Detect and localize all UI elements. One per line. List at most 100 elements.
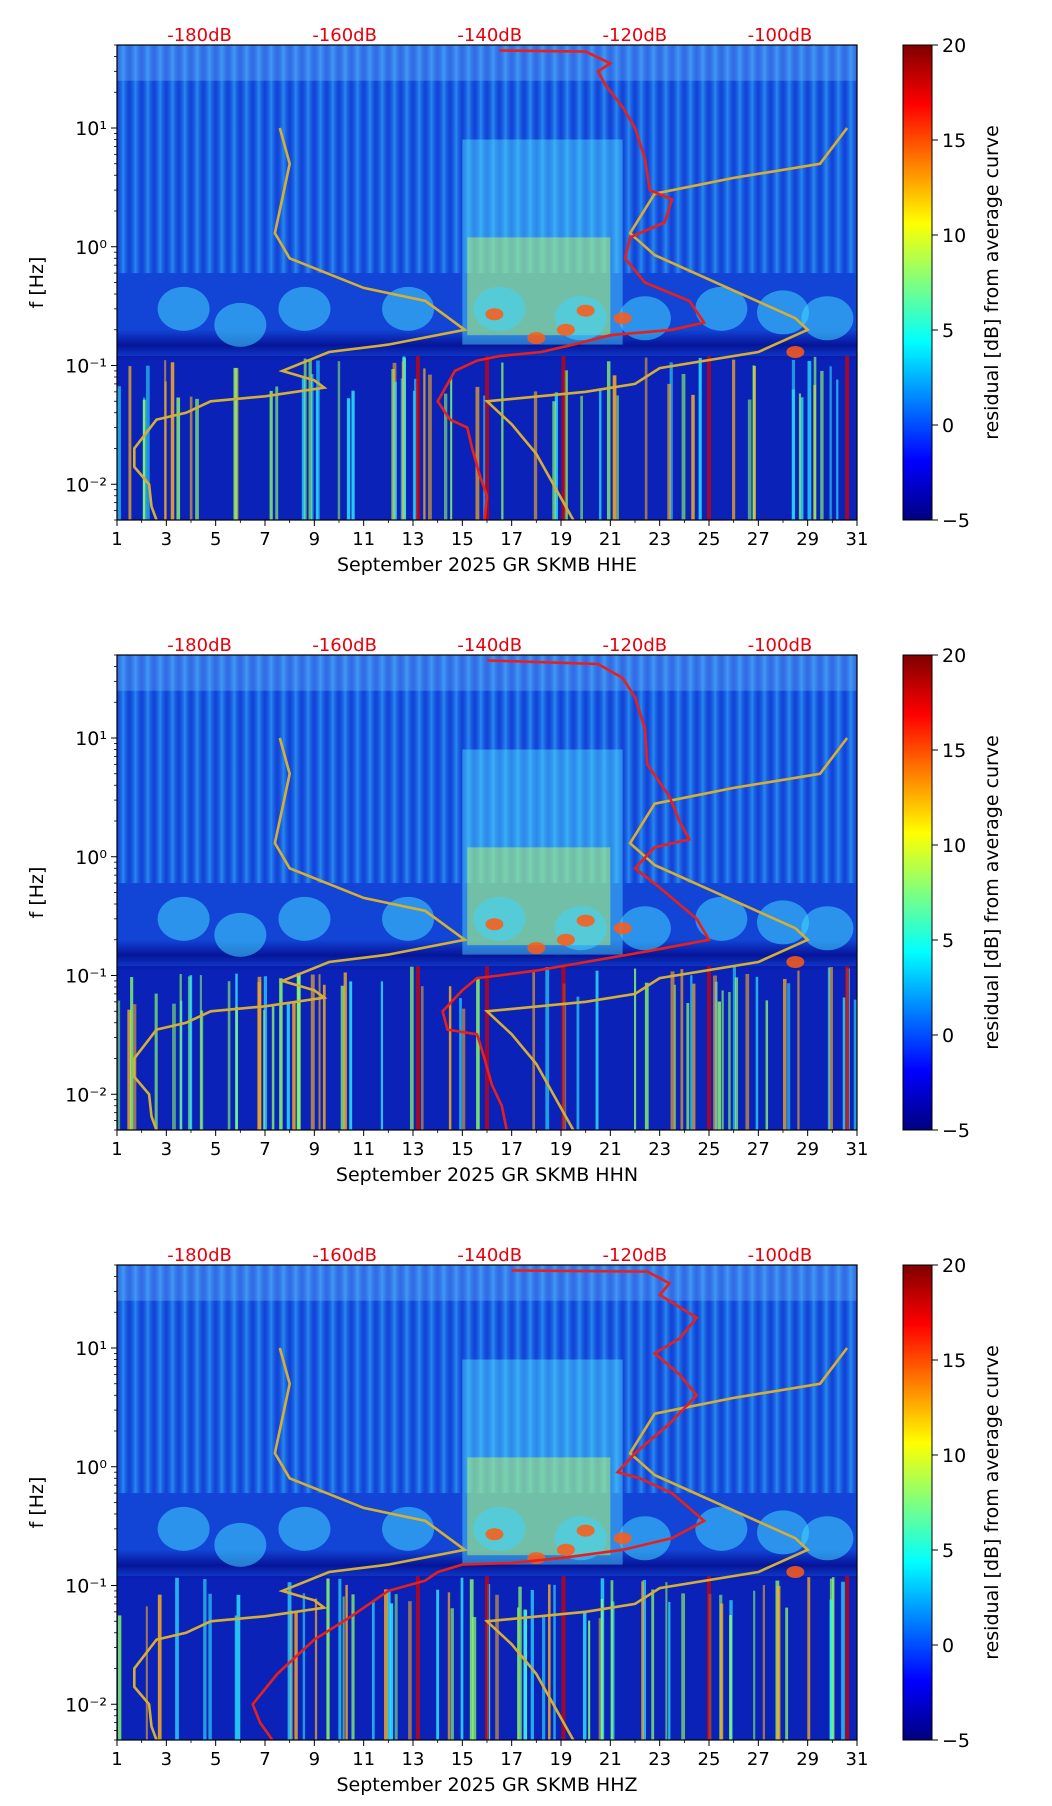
- psd-percentile-curve: [133, 1347, 468, 1740]
- colorbar: −5 0 5 10 15 20 residual [dB] from average cur…: [902, 1255, 1003, 1752]
- x-tick-label: 13: [402, 529, 425, 550]
- colorbar-tick-label: 15: [942, 130, 966, 152]
- x-tick-label: 17: [500, 1749, 523, 1770]
- x-tick-label: 7: [259, 1139, 270, 1160]
- x-tick-label: 19: [550, 529, 573, 550]
- x-tick-label: 5: [210, 1749, 221, 1770]
- x-tick-label: 29: [796, 529, 819, 550]
- x-tick-label: 19: [550, 1749, 573, 1770]
- colorbar-tick-label: 5: [942, 930, 954, 952]
- colorbar-label: residual [dB] from average curve: [981, 1345, 1003, 1660]
- x-tick-label: 17: [500, 1139, 523, 1160]
- psd-percentile-curve: [483, 1347, 849, 1740]
- y-tick-label: 10⁻¹: [65, 966, 107, 988]
- psd-percentile-curve: [483, 127, 849, 520]
- x-tick-label: 7: [259, 1749, 270, 1770]
- x-tick-label: 9: [309, 1749, 320, 1770]
- colorbar-tick-label: 0: [942, 1025, 954, 1047]
- x-tick-label: 9: [309, 1139, 320, 1160]
- x-tick-label: 25: [698, 529, 721, 550]
- x-tick-label: 15: [451, 1139, 474, 1160]
- psd-percentile-curve: [133, 127, 468, 520]
- y-tick-label: 10⁻¹: [65, 356, 107, 378]
- x-tick-label: 3: [161, 529, 172, 550]
- colorbar-label: residual [dB] from average curve: [981, 735, 1003, 1050]
- x-tick-label: 11: [352, 529, 375, 550]
- y-tick-label: 10⁻¹: [65, 1576, 107, 1598]
- x-tick-label: 25: [698, 1139, 721, 1160]
- x-tick-label: 7: [259, 529, 270, 550]
- x-tick-label: 25: [698, 1749, 721, 1770]
- x-tick-label: 31: [846, 1139, 869, 1160]
- psd-median-curve: [436, 49, 707, 520]
- x-tick-label: 15: [451, 529, 474, 550]
- x-tick-label: 23: [648, 1749, 671, 1770]
- psd-percentile-curve: [483, 737, 849, 1130]
- colorbar: −5 0 5 10 15 20 residual [dB] from average cur…: [902, 35, 1003, 532]
- x-tick-label: 3: [161, 1749, 172, 1770]
- x-tick-label: 13: [402, 1749, 425, 1770]
- x-tick-label: 23: [648, 1139, 671, 1160]
- x-tick-label: 21: [599, 529, 622, 550]
- y-tick-label: 10⁰: [75, 1457, 107, 1479]
- x-tick-label: 13: [402, 1139, 425, 1160]
- x-tick-label: 1: [111, 1139, 122, 1160]
- x-tick-label: 15: [451, 1749, 474, 1770]
- y-axis-label: f [Hz]: [26, 867, 48, 919]
- x-tick-label: 27: [747, 1749, 770, 1770]
- colorbar-tick-label: −5: [942, 510, 970, 532]
- colorbar-tick-label: −5: [942, 1730, 970, 1752]
- x-tick-label: 17: [500, 529, 523, 550]
- x-tick-label: 9: [309, 529, 320, 550]
- colorbar-tick-label: 20: [942, 35, 966, 57]
- top-db-tick-label: -140dB: [457, 25, 522, 46]
- colorbar-tick-label: 5: [942, 320, 954, 342]
- top-db-tick-label: -120dB: [603, 1245, 668, 1266]
- y-tick-label: 10⁻²: [65, 1084, 107, 1106]
- colorbar-tick-label: −5: [942, 1120, 970, 1142]
- y-tick-label: 10¹: [75, 1338, 107, 1360]
- x-tick-label: 31: [846, 1749, 869, 1770]
- top-db-tick-label: -180dB: [167, 25, 232, 46]
- spectrogram-panel-hhe: 1 3 5 7 9 11 13 15 17 19 21 23 25 27 29 3110⁻²10⁻¹10⁰10…: [26, 25, 1003, 576]
- y-tick-label: 10¹: [75, 118, 107, 140]
- x-axis-label: September 2025 GR SKMB HHN: [336, 1164, 638, 1186]
- colorbar-tick-label: 0: [942, 415, 954, 437]
- x-tick-label: 5: [210, 529, 221, 550]
- y-tick-label: 10¹: [75, 728, 107, 750]
- y-tick-label: 10⁻²: [65, 474, 107, 496]
- x-tick-label: 21: [599, 1139, 622, 1160]
- x-tick-label: 21: [599, 1749, 622, 1770]
- top-db-tick-label: -160dB: [312, 25, 377, 46]
- x-tick-label: 1: [111, 529, 122, 550]
- x-tick-label: 1: [111, 1749, 122, 1770]
- colorbar-label: residual [dB] from average curve: [981, 125, 1003, 440]
- top-db-tick-label: -140dB: [457, 635, 522, 656]
- colorbar-tick-label: 20: [942, 645, 966, 667]
- top-db-tick-label: -120dB: [603, 635, 668, 656]
- x-tick-label: 11: [352, 1139, 375, 1160]
- spectrogram-panel-hhn: 1 3 5 7 9 11 13 15 17 19 21 23 25 27 29 3110⁻²10⁻¹10⁰10…: [26, 635, 1003, 1186]
- top-db-tick-label: -160dB: [312, 1245, 377, 1266]
- spectrogram-image: [117, 45, 857, 520]
- colorbar: −5 0 5 10 15 20 residual [dB] from average cur…: [902, 645, 1003, 1142]
- y-tick-label: 10⁻²: [65, 1694, 107, 1716]
- x-tick-label: 19: [550, 1139, 573, 1160]
- top-db-tick-label: -180dB: [167, 635, 232, 656]
- colorbar-tick-label: 10: [942, 1445, 966, 1467]
- x-tick-label: 5: [210, 1139, 221, 1160]
- colorbar-tick-label: 20: [942, 1255, 966, 1277]
- top-db-tick-label: -160dB: [312, 635, 377, 656]
- x-tick-label: 29: [796, 1749, 819, 1770]
- y-tick-label: 10⁰: [75, 237, 107, 259]
- top-db-tick-label: -180dB: [167, 1245, 232, 1266]
- y-axis-label: f [Hz]: [26, 1477, 48, 1529]
- colorbar-tick-label: 10: [942, 225, 966, 247]
- top-db-tick-label: -120dB: [603, 25, 668, 46]
- colorbar-tick-label: 10: [942, 835, 966, 857]
- x-tick-label: 23: [648, 529, 671, 550]
- x-tick-label: 31: [846, 529, 869, 550]
- x-tick-label: 29: [796, 1139, 819, 1160]
- spectrogram-image: [117, 655, 857, 1130]
